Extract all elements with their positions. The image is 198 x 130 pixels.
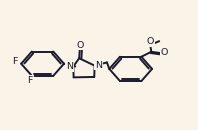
Text: F: F [12, 57, 17, 66]
Text: N: N [95, 60, 102, 70]
Text: O: O [147, 37, 154, 46]
Text: F: F [28, 76, 33, 85]
Text: N: N [66, 62, 73, 71]
Text: O: O [161, 48, 168, 57]
Text: O: O [76, 41, 84, 50]
